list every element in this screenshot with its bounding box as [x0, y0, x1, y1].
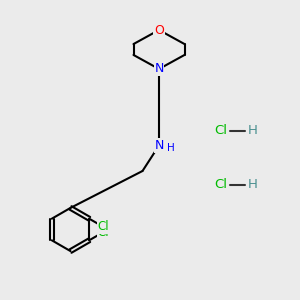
Text: O: O: [154, 23, 164, 37]
Text: N: N: [154, 62, 164, 76]
Text: H: H: [167, 143, 174, 153]
Text: Cl: Cl: [214, 178, 227, 191]
Text: Cl: Cl: [98, 226, 109, 238]
Text: N: N: [154, 139, 164, 152]
Text: Cl: Cl: [214, 124, 227, 137]
Text: Cl: Cl: [98, 220, 109, 233]
Text: H: H: [248, 124, 257, 137]
Text: H: H: [248, 178, 257, 191]
